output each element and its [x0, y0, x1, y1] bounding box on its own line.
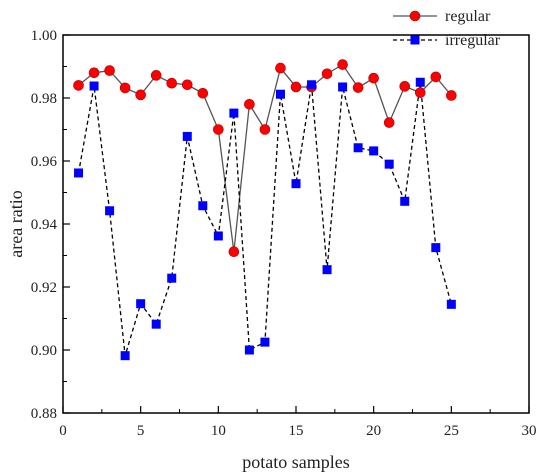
data-point-irregular — [182, 131, 192, 141]
data-point-irregular — [307, 80, 317, 90]
data-point-irregular — [322, 265, 332, 275]
data-point-irregular — [120, 351, 130, 361]
data-point-irregular — [369, 146, 379, 156]
legend-marker-irregular — [410, 35, 420, 45]
data-point-regular — [399, 81, 411, 92]
data-point-regular — [119, 82, 131, 94]
x-tick-label: 15 — [289, 423, 304, 439]
data-point-regular — [181, 79, 193, 91]
data-point-irregular — [384, 159, 394, 169]
data-point-irregular — [74, 168, 84, 178]
axis-tick-labels: 0 5 10 15 20 25 30 0.88 0.90 0.92 0.94 0.96 0.98 1.00 — [31, 28, 537, 439]
data-point-irregular — [431, 243, 441, 253]
data-point-regular — [321, 68, 333, 80]
data-point-regular — [352, 82, 364, 93]
x-tick-label: 10 — [211, 423, 226, 439]
data-point-regular — [259, 124, 271, 135]
data-point-regular — [337, 59, 348, 70]
data-point-regular — [150, 70, 162, 81]
data-point-regular — [197, 87, 209, 99]
data-point-regular — [88, 67, 100, 79]
x-tick-label: 25 — [444, 423, 459, 439]
data-point-regular — [244, 99, 255, 110]
data-point-irregular — [213, 231, 223, 241]
legend-label-regular: regular — [445, 8, 491, 25]
data-point-irregular — [415, 77, 425, 87]
data-point-irregular — [229, 108, 239, 118]
x-axis-title: potato samples — [242, 452, 349, 472]
data-point-regular — [135, 89, 146, 101]
series-line-irregular — [77, 82, 452, 356]
y-tick-label: 0.88 — [31, 406, 57, 422]
y-tick-label: 1.00 — [31, 28, 57, 44]
data-point-irregular — [167, 273, 177, 283]
data-point-irregular — [105, 206, 115, 216]
data-point-irregular — [291, 179, 301, 189]
y-tick-label: 0.90 — [31, 343, 57, 359]
legend: regular irregular — [393, 8, 501, 49]
data-point-irregular — [198, 201, 208, 211]
data-point-regular — [446, 90, 457, 101]
x-tick-label: 30 — [522, 423, 537, 439]
data-point-irregular — [338, 82, 348, 92]
legend-marker-regular — [409, 10, 421, 22]
legend-label-irregular: irregular — [445, 32, 501, 49]
series-line-regular — [78, 63, 452, 252]
y-tick-label: 0.96 — [31, 154, 58, 170]
data-point-regular — [290, 81, 302, 93]
data-point-irregular — [353, 143, 363, 153]
x-tick-label: 0 — [59, 423, 67, 439]
data-point-irregular — [89, 81, 99, 91]
data-point-regular — [73, 80, 84, 91]
series-lines — [77, 63, 452, 356]
data-point-regular — [430, 71, 442, 83]
axis-ticks — [62, 34, 530, 414]
data-point-irregular — [136, 299, 146, 309]
data-point-regular — [275, 62, 286, 74]
x-tick-label: 5 — [137, 423, 145, 439]
y-tick-label: 0.92 — [31, 280, 57, 296]
data-point-regular — [104, 65, 115, 76]
y-tick-label: 0.94 — [31, 217, 58, 233]
data-point-irregular — [446, 299, 456, 309]
data-point-irregular — [151, 319, 161, 329]
data-point-regular — [213, 124, 224, 135]
data-point-irregular — [275, 89, 285, 99]
data-point-regular — [383, 117, 395, 128]
data-point-regular — [368, 72, 379, 84]
data-point-regular — [228, 246, 240, 258]
data-point-regular — [414, 87, 426, 98]
x-tick-label: 20 — [366, 423, 381, 439]
data-point-irregular — [244, 345, 254, 355]
y-axis-title: area ratio — [6, 190, 26, 257]
data-point-irregular — [260, 337, 270, 347]
y-tick-label: 0.98 — [31, 91, 57, 107]
data-point-regular — [166, 77, 178, 89]
series-markers — [73, 59, 457, 361]
data-point-irregular — [400, 196, 410, 206]
